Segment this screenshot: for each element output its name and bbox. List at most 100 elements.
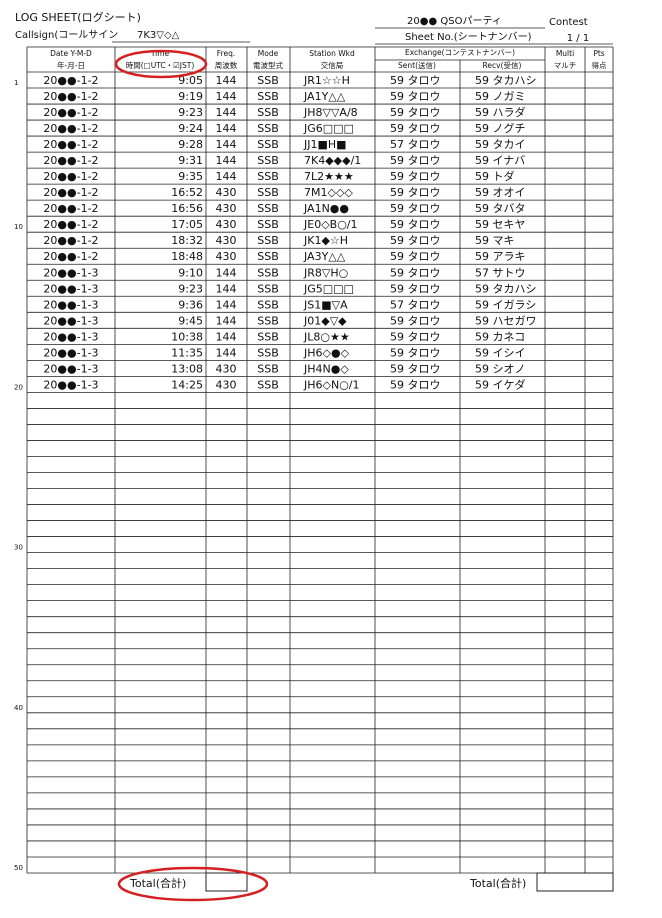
cell-recv: 59 セキヤ — [475, 218, 526, 231]
col-station-en: Station Wkd — [309, 49, 355, 58]
cell-station: JH6◇N○/1 — [303, 378, 360, 391]
cell-sent: 59 タロウ — [390, 218, 441, 231]
col-recv: Recv(受信) — [483, 60, 522, 70]
cell-date: 20●●-1-3 — [43, 298, 98, 311]
cell-recv: 59 オオイ — [475, 186, 526, 199]
cell-mode: SSB — [257, 218, 279, 231]
cell-mode: SSB — [257, 362, 279, 375]
cell-mode: SSB — [257, 266, 279, 279]
cell-freq: 144 — [216, 346, 237, 359]
cell-station: JA1Y△△ — [303, 90, 346, 103]
table-grid — [26, 46, 614, 874]
col-multi-en: Multi — [556, 49, 574, 58]
cell-time: 9:19 — [178, 90, 203, 103]
cell-mode: SSB — [257, 378, 279, 391]
cell-mode: SSB — [257, 170, 279, 183]
cell-station: JL8○★★ — [303, 330, 350, 343]
contest-label: Contest — [549, 17, 588, 28]
cell-time: 9:05 — [178, 74, 203, 87]
cell-station: JA1N●● — [303, 202, 349, 215]
row-number: 1 — [14, 79, 18, 87]
cell-date: 20●●-1-2 — [43, 218, 98, 231]
cell-date: 20●●-1-2 — [43, 234, 98, 247]
cell-freq: 144 — [216, 314, 237, 327]
cell-station: JK1◆☆H — [303, 234, 348, 247]
table-cells: 1 10 20 30 40 50 20●●-1-2 9:05 144 SSB JR1☆☆H 59 タロ… — [14, 74, 537, 872]
cell-time: 18:32 — [171, 234, 203, 247]
total-right: Total(合計) — [469, 876, 526, 890]
cell-sent: 59 タロウ — [390, 234, 441, 247]
cell-date: 20●●-1-3 — [43, 266, 98, 279]
cell-freq: 430 — [216, 250, 237, 263]
sheet-label: Sheet No.(シートナンバー) — [405, 31, 532, 43]
cell-recv: 59 タカイ — [475, 138, 526, 151]
cell-time: 9:10 — [178, 266, 203, 279]
cell-mode: SSB — [257, 282, 279, 295]
cell-freq: 144 — [216, 170, 237, 183]
col-date-en: Date Y-M-D — [50, 49, 92, 58]
cell-station: JR8▽H○ — [303, 266, 348, 279]
col-freq-ja: 周波数 — [215, 60, 238, 70]
cell-recv: 59 マキ — [475, 234, 515, 247]
cell-time: 18:48 — [171, 250, 203, 263]
cell-date: 20●●-1-3 — [43, 282, 98, 295]
cell-recv: 59 ノグチ — [475, 121, 526, 135]
cell-recv: 59 イナバ — [475, 154, 525, 167]
cell-freq: 144 — [216, 282, 237, 295]
row-number: 50 — [14, 864, 23, 872]
cell-recv: 59 タカハシ — [475, 74, 537, 87]
cell-date: 20●●-1-2 — [43, 122, 98, 135]
col-station-ja: 交信局 — [321, 60, 344, 70]
col-pts-ja: 得点 — [592, 60, 607, 70]
cell-mode: SSB — [257, 74, 279, 87]
cell-mode: SSB — [257, 202, 279, 215]
cell-date: 20●●-1-2 — [43, 186, 98, 199]
highlight-time — [114, 49, 208, 79]
col-time-ja: 時間(□UTC・☑JST) — [126, 61, 195, 70]
cell-recv: 59 シオノ — [475, 362, 526, 375]
cell-sent: 59 タロウ — [390, 74, 441, 87]
cell-recv: 59 ハセガワ — [475, 314, 537, 327]
cell-station: JJ1■H■ — [303, 138, 347, 151]
cell-sent: 59 タロウ — [390, 362, 441, 375]
cell-station: JG5□□□ — [303, 282, 354, 295]
cell-sent: 59 タロウ — [390, 314, 441, 327]
cell-freq: 144 — [216, 298, 237, 311]
cell-sent: 59 タロウ — [390, 202, 441, 215]
cell-date: 20●●-1-2 — [43, 74, 98, 87]
cell-station: 7K4◆◆◆/1 — [304, 154, 361, 167]
cell-freq: 430 — [216, 234, 237, 247]
cell-station: JA3Y△△ — [303, 250, 346, 263]
highlight-total — [117, 866, 269, 902]
cell-mode: SSB — [257, 186, 279, 199]
cell-time: 16:52 — [171, 186, 203, 199]
cell-station: JR1☆☆H — [303, 74, 350, 87]
cell-station: JG6□□□ — [303, 122, 354, 135]
callsign-label: Callsign(コールサイン — [15, 29, 118, 41]
col-mode-ja: 電波型式 — [253, 60, 283, 70]
cell-mode: SSB — [257, 138, 279, 151]
cell-recv: 59 イケダ — [475, 377, 526, 391]
cell-mode: SSB — [257, 314, 279, 327]
cell-recv: 59 カネコ — [475, 330, 525, 343]
cell-date: 20●●-1-2 — [43, 202, 98, 215]
cell-freq: 144 — [216, 74, 237, 87]
col-time-en: Time — [150, 49, 170, 58]
col-multi-ja: マルチ — [554, 61, 577, 70]
col-freq-en: Freq. — [217, 49, 235, 58]
cell-date: 20●●-1-2 — [43, 106, 98, 119]
cell-freq: 144 — [216, 122, 237, 135]
cell-station: J01◆▽◆ — [303, 314, 347, 327]
cell-recv: 59 ハラダ — [475, 105, 526, 119]
cell-sent: 59 タロウ — [390, 378, 441, 391]
cell-date: 20●●-1-3 — [43, 314, 98, 327]
cell-station: JH4N●◇ — [303, 362, 349, 375]
cell-mode: SSB — [257, 346, 279, 359]
cell-date: 20●●-1-3 — [43, 362, 98, 375]
row-number: 10 — [14, 223, 23, 231]
cell-freq: 430 — [216, 186, 237, 199]
cell-sent: 59 タロウ — [390, 266, 441, 279]
cell-mode: SSB — [257, 122, 279, 135]
